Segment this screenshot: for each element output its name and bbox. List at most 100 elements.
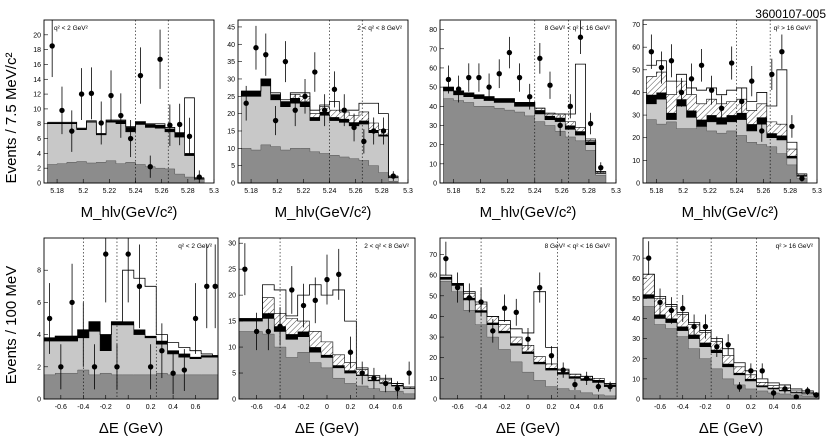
mbc-q2-bin3-xtick-label: 5.28: [582, 188, 596, 195]
mbc-q2-bin4-light-outline: [646, 98, 807, 177]
mbc-q2-bin2-ytick-label: 30: [227, 76, 235, 83]
de-q2-bin4-data-point: [736, 384, 743, 390]
mbc-q2-bin4-ytick-label: 30: [632, 113, 640, 120]
mbc-q2-bin4-xtick-label: 5.28: [783, 188, 797, 195]
mbc-q2-bin3-data-point: [476, 74, 482, 81]
mbc-q2-bin3-xtick-label: 5.26: [555, 188, 569, 195]
de-q2-bin2-data-point: [253, 328, 260, 335]
de-q2-bin3-xtick-label: 0.4: [570, 404, 580, 411]
mbc-q2-bin4-data-point: [759, 128, 765, 134]
mbc-q2-bin2-ytick-label: 0: [231, 181, 235, 188]
de-q2-bin1-annotation: q² < 2 GeV²: [178, 243, 213, 250]
de-q2-bin2-ytick-label: 5: [232, 371, 236, 378]
de-q2-bin3-ytick-label: 60: [429, 273, 437, 280]
mbc-q2-bin1-ytick-label: 20: [33, 32, 41, 39]
de-q2-bin3-xtick-label: -0.2: [499, 404, 511, 411]
de-q2-bin4-data-point: [725, 341, 731, 348]
mbc-q2-bin3-data-point: [567, 103, 574, 109]
mbc-q2-bin1-xtick-label: 5.28: [181, 188, 195, 195]
de-q2-bin4-ytick-label: 60: [632, 276, 640, 283]
de-q2-bin2-data-point: [394, 385, 401, 392]
de-q2-bin2-ytick-label: 10: [228, 345, 236, 352]
mbc-q2-bin3-ytick-label: 20: [429, 142, 437, 149]
mbc-q2-bin3-ytick-label: 80: [429, 27, 437, 34]
de-q2-bin4-ytick-label: 20: [632, 356, 640, 363]
de-q2-bin2-panel: 0 5 10 15 20 25 30 -0.6 -0.4 -0.2 0 0.2 0.4 0.6 2 < q²…: [228, 237, 416, 437]
de-q2-bin1-data-point: [46, 315, 53, 322]
mbc-q2-bin1-frame: [43, 19, 215, 184]
mbc-q2-bin3-ytick-label: 30: [429, 123, 437, 130]
mbc-q2-bin4-data-point: [658, 64, 665, 71]
mbc-q2-bin4-total-line: [646, 60, 807, 175]
mbc-q2-bin2-data-point: [312, 69, 318, 75]
de-q2-bin3-annotation: 8 GeV² < q² < 16 GeV²: [545, 243, 611, 250]
mbc-q2-bin1-annotation: q² < 2 GeV²: [54, 25, 89, 32]
mbc-q2-bin1-data-point: [108, 92, 114, 99]
mbc-q2-bin1-dark-layer: [47, 160, 205, 184]
de-q2-bin4-data-point: [770, 390, 777, 396]
mbc-q2-bin2-ytick-label: 5: [231, 163, 235, 170]
mbc-q2-bin3-frame: [439, 19, 617, 184]
mbc-q2-bin1-data-point: [127, 135, 134, 142]
de-q2-bin4-data-point: [759, 368, 765, 374]
de-q2-bin4-data-point: [702, 323, 709, 330]
de-q2-bin2-ytick-label: 30: [228, 241, 236, 248]
mbc-q2-bin1-data-point: [157, 56, 163, 62]
de-q2-bin3-data-point: [583, 375, 590, 382]
de-q2-bin1-data-point: [125, 251, 131, 257]
de-q2-bin3-ytick-label: 0: [433, 397, 437, 404]
de-q2-bin1-xtick-label: 0.2: [146, 404, 156, 411]
mbc-q2-bin3-x-axis-label: M_hlν(GeV/c²): [480, 204, 577, 221]
mbc-q2-bin3-xtick-label: 5.3: [611, 188, 621, 195]
mbc-q2-bin4-ytick-label: 40: [632, 90, 640, 97]
mbc-q2-bin2-xtick-label: 5.18: [244, 188, 258, 195]
mbc-q2-bin1-ytick-label: 10: [33, 106, 41, 113]
de-q2-bin1-xtick-label: -0.6: [55, 404, 67, 411]
mbc-q2-bin1-ytick-label: 0: [37, 181, 41, 188]
mbc-q2-bin4-panel: 0 10 20 30 40 50 60 70 5.18 5.2 5.22 5.24 5.26 5.28 5.…: [632, 19, 822, 221]
mbc-q2-bin4-xtick-label: 5.18: [650, 188, 664, 195]
de-q2-bin3-xtick-label: 0: [526, 404, 530, 411]
de-q2-bin3-data-point: [501, 305, 508, 311]
mbc-q2-bin3-data-point: [557, 122, 563, 129]
de-q2-bin3-data-point: [513, 309, 519, 316]
de-q2-bin2-data-point: [300, 302, 307, 309]
mbc-q2-bin3-ytick-label: 10: [429, 161, 437, 168]
de-q2-bin4-xtick-label: 0: [726, 404, 730, 411]
mbc-q2-bin3-data-point: [466, 74, 472, 81]
de-q2-bin1-data-point: [69, 299, 75, 306]
de-q2-bin4-data-point: [691, 323, 697, 330]
mbc-q2-bin1-data-point: [147, 164, 153, 170]
de-q2-bin3-xtick-label: 0.6: [594, 404, 604, 411]
mbc-q2-bin2-data-point: [272, 117, 279, 124]
mbc-q2-bin3-annotation: 8 GeV² < q² < 16 GeV²: [545, 25, 611, 32]
mbc-q2-bin2-data-point: [253, 45, 259, 51]
mbc-q2-bin3-total-line: [443, 63, 606, 172]
de-q2-bin3-light-outline: [440, 278, 616, 387]
de-q2-bin2-data-point: [324, 276, 330, 283]
mbc-q2-bin2-data-point: [302, 93, 308, 99]
mbc-q2-bin1-data-point: [176, 121, 183, 128]
de-q2-bin4-annotation: q² > 16 GeV²: [776, 243, 814, 250]
de-q2-bin2-data-point: [242, 266, 248, 272]
de-q2-bin1-data-point: [91, 364, 98, 370]
mbc-q2-bin3-panel: 0 10 20 30 40 50 60 70 80 5.18 5.2 5.22 5.24 5.26 5.28…: [429, 19, 621, 221]
de-q2-bin1-xtick-label: -0.2: [100, 404, 112, 411]
de-q2-bin4-ytick-label: 0: [636, 397, 640, 404]
mbc-q2-bin1-x-axis-label: M_hlν(GeV/c²): [81, 204, 178, 221]
mbc-q2-bin4-frame: [642, 19, 818, 184]
de-q2-bin1-ytick-label: 4: [37, 332, 41, 339]
mbc-q2-bin2-ytick-label: 20: [227, 111, 235, 118]
de-q2-bin4-xtick-label: -0.6: [654, 404, 666, 411]
mbc-q2-bin2-data-point: [380, 128, 387, 134]
de-q2-bin1-data-point: [80, 331, 86, 338]
de-q2-bin4-xtick-label: -0.4: [677, 404, 689, 411]
mbc-q2-bin4-data-point: [648, 48, 655, 55]
mbc-q2-bin4-data-point: [708, 87, 715, 93]
mbc-q2-bin2-data-point: [361, 138, 367, 145]
de-q2-bin3-data-point: [607, 383, 613, 390]
mbc-q2-bin2-annotation: 2 < q² < 8 GeV²: [357, 25, 403, 32]
mbc-q2-bin3-ytick-label: 40: [429, 104, 437, 111]
de-q2-bin2-data-point: [406, 370, 412, 376]
mbc-q2-bin4-annotation: q² > 16 GeV²: [774, 25, 812, 32]
